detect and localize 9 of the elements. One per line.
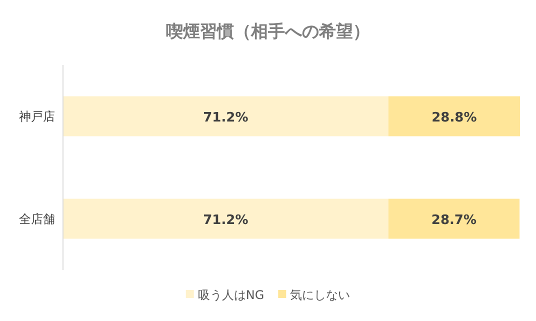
data-label: 71.2%: [203, 212, 248, 228]
legend-label: 吸う人はNG: [198, 288, 264, 302]
y-tick-label: 全店舗: [19, 212, 55, 226]
data-label: 28.7%: [431, 212, 477, 228]
chart-title: 喫煙習慣（相手への希望）: [166, 22, 370, 42]
y-tick-label: 神戸店: [19, 109, 55, 124]
legend-label: 気にしない: [290, 288, 350, 302]
data-label: 28.8%: [432, 110, 477, 126]
data-label: 71.2%: [203, 110, 248, 126]
